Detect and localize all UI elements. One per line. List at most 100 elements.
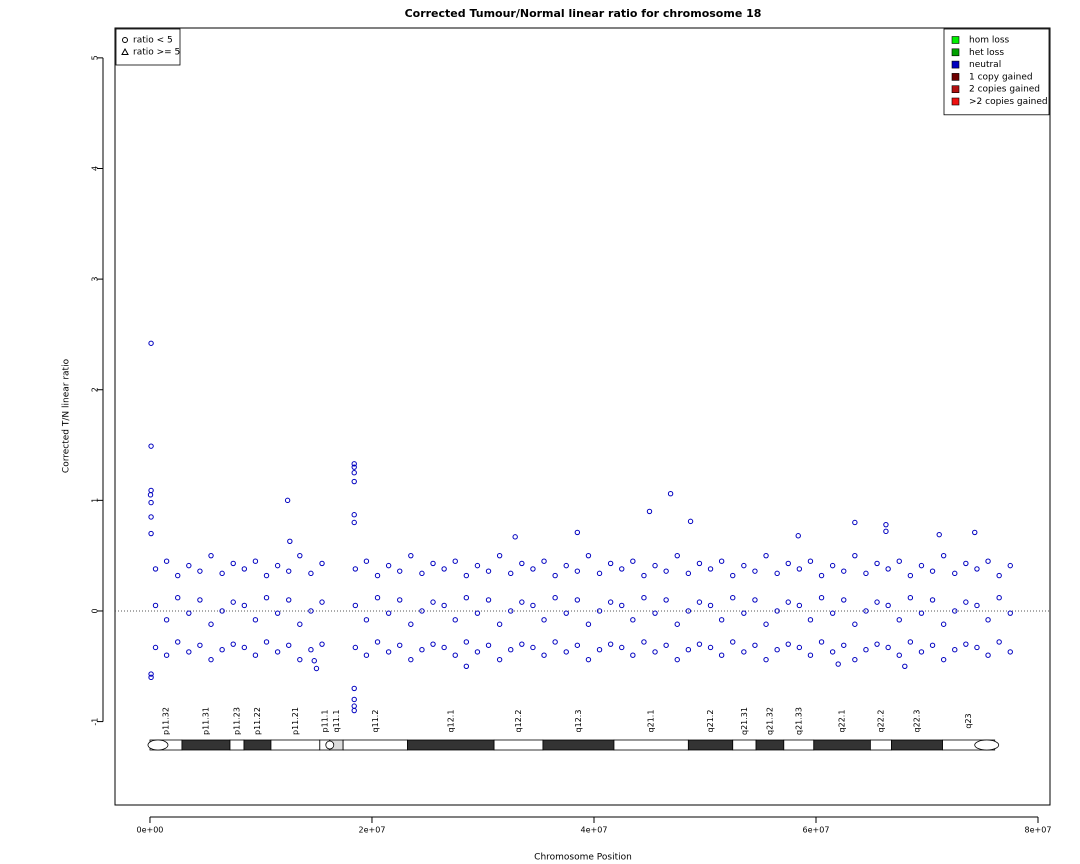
data-point: [430, 560, 436, 567]
band-label: p11.1: [320, 710, 329, 733]
data-point: [175, 639, 181, 645]
data-point: [818, 572, 825, 579]
data-point: [297, 656, 303, 663]
data-point: [541, 652, 547, 658]
legend-symbol: [122, 37, 128, 43]
data-point: [674, 552, 680, 559]
data-point: [940, 656, 947, 663]
data-point: [474, 649, 481, 655]
ideogram-band: [342, 739, 408, 751]
data-point: [241, 602, 248, 609]
data-point: [902, 663, 908, 669]
data-point: [208, 621, 214, 627]
data-point: [907, 572, 914, 579]
data-point: [841, 568, 847, 574]
data-point: [852, 519, 858, 526]
data-point: [530, 602, 536, 609]
data-point: [208, 656, 214, 663]
data-point: [952, 646, 958, 653]
data-point: [463, 594, 470, 601]
data-point: [972, 529, 978, 536]
y-tick-label: 2: [91, 387, 100, 392]
ideogram-band: [181, 739, 231, 751]
legend-label: hom loss: [969, 36, 1010, 46]
data-point: [752, 568, 758, 574]
data-point: [351, 464, 357, 470]
data-point: [652, 562, 658, 569]
data-point: [974, 644, 980, 651]
data-point: [585, 656, 592, 663]
data-point: [730, 594, 736, 601]
data-point: [574, 568, 581, 574]
data-point: [896, 652, 902, 658]
data-point: [485, 597, 492, 603]
data-point: [563, 649, 569, 655]
data-point: [818, 639, 825, 645]
data-point: [863, 608, 869, 614]
data-point: [308, 570, 314, 577]
data-point: [541, 617, 547, 623]
data-point: [885, 602, 891, 609]
band-label: q22.3: [913, 710, 922, 733]
band-label: q22.1: [838, 710, 847, 733]
data-point: [252, 652, 259, 658]
data-point: [685, 608, 692, 614]
legend-label: >2 copies gained: [969, 97, 1048, 107]
data-point: [397, 597, 403, 603]
data-point: [696, 599, 703, 605]
data-point: [774, 570, 780, 577]
x-tick-label: 4e+07: [581, 826, 608, 835]
data-point: [707, 644, 714, 651]
data-point: [474, 562, 481, 569]
data-point: [508, 570, 514, 577]
data-point: [263, 572, 270, 579]
ideogram-band: [407, 739, 495, 751]
data-point: [363, 652, 370, 658]
data-point: [863, 646, 869, 653]
ideogram-band: [732, 739, 757, 751]
data-point: [175, 572, 181, 579]
data-point: [630, 652, 636, 658]
data-point: [918, 610, 925, 616]
chart-title: Corrected Tumour/Normal linear ratio for…: [405, 7, 762, 20]
data-point: [796, 644, 803, 651]
data-point: [985, 652, 991, 658]
data-point: [952, 608, 958, 614]
data-point: [641, 572, 647, 579]
y-tick-label: 1: [91, 498, 100, 503]
data-point: [519, 599, 525, 605]
legend-label: ratio >= 5: [133, 48, 180, 58]
data-point: [996, 594, 1002, 601]
data-point: [408, 552, 414, 559]
data-point: [284, 497, 291, 504]
data-point: [687, 518, 694, 525]
data-point: [829, 649, 836, 655]
data-point: [985, 558, 991, 564]
data-point: [175, 594, 181, 601]
data-point: [1007, 562, 1013, 569]
data-point: [818, 594, 825, 601]
data-point: [297, 621, 303, 627]
band-label: q21.31: [740, 707, 749, 735]
legend-swatch: [951, 97, 960, 106]
data-point: [351, 478, 357, 485]
data-point: [441, 644, 447, 651]
data-point: [408, 656, 414, 663]
data-point: [829, 610, 836, 616]
data-point: [286, 597, 292, 603]
data-point: [835, 661, 841, 667]
data-point: [774, 608, 780, 614]
data-point: [163, 558, 170, 564]
ideogram-band: [613, 739, 689, 751]
data-point: [940, 552, 947, 559]
data-point: [641, 639, 647, 645]
data-point: [785, 641, 791, 647]
legend-label: ratio < 5: [133, 36, 173, 46]
data-point: [313, 665, 320, 672]
data-point: [385, 562, 392, 569]
data-point: [563, 562, 569, 569]
data-point: [351, 469, 357, 476]
y-axis-title: Corrected T/N linear ratio: [62, 358, 72, 473]
data-point: [896, 558, 902, 564]
